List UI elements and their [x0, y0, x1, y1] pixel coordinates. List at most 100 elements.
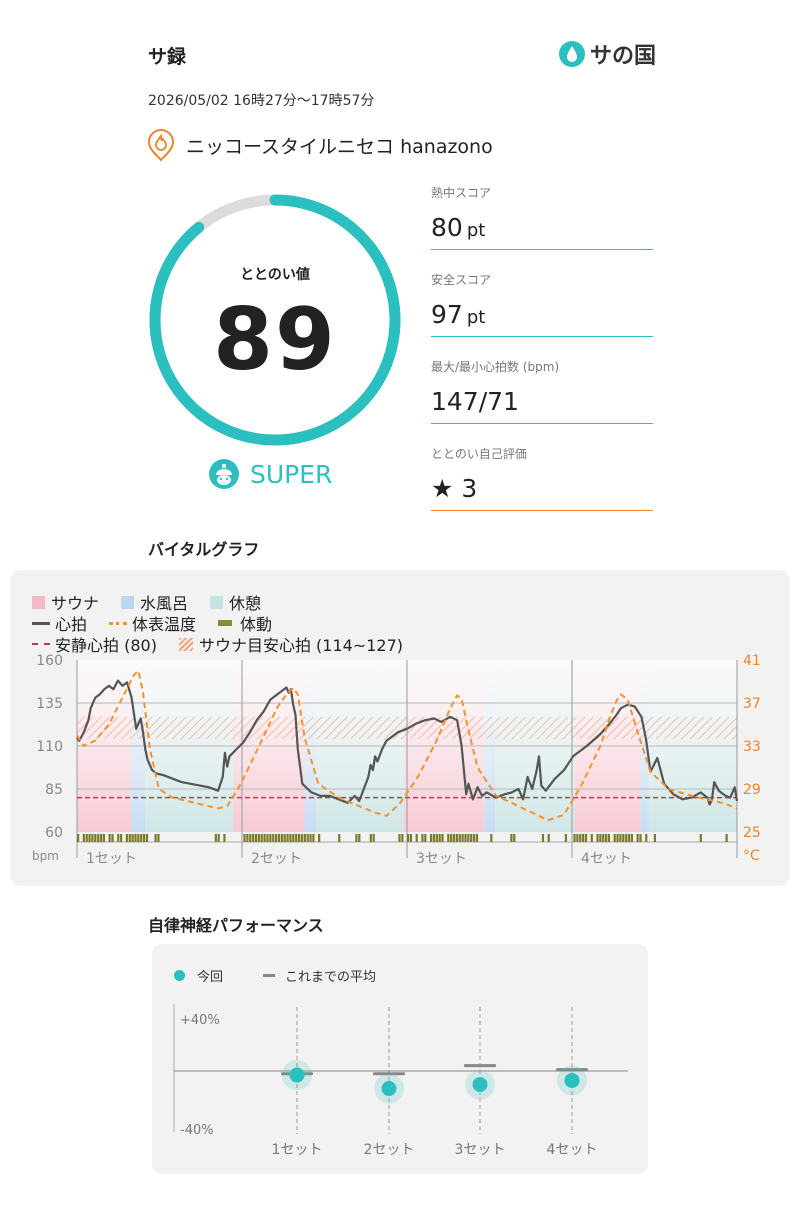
motion-mark [283, 834, 286, 842]
y-tick-label: 135 [36, 696, 63, 712]
motion-mark [573, 834, 576, 842]
y2-tick-label: 41 [743, 653, 761, 669]
motion-mark [292, 834, 295, 842]
vital-graph-card: サウナ 水風呂 休憩 心拍 体表温度 体動 安静心拍 (80) サウナ目安心拍 … [10, 570, 790, 886]
motion-mark [286, 834, 289, 842]
motion-mark [473, 834, 476, 842]
motion-mark [616, 834, 619, 842]
metric-safety-score: 安全スコア 97 pt [431, 271, 653, 337]
motion-mark [645, 834, 648, 842]
metric-label: 安全スコア [431, 273, 492, 287]
motion-mark [318, 834, 321, 842]
ans-card: 今回 これまでの平均 +40% -40% 1セット 2セット 3セット 4セット [152, 944, 648, 1174]
motion-mark [605, 834, 608, 842]
motion-mark [450, 834, 453, 842]
set-label: 3セット [416, 851, 467, 867]
app-logo: サの国 [558, 38, 656, 70]
average-marker [464, 1064, 496, 1068]
motion-mark [143, 834, 146, 842]
motion-mark [131, 834, 134, 842]
motion-mark [297, 834, 301, 842]
motion-mark [447, 834, 450, 842]
motion-mark [435, 834, 438, 842]
legend-cold-bath: 水風呂 [121, 590, 188, 614]
totonoi-label: ととのい値 [240, 267, 310, 283]
y2-tick-label: 37 [743, 696, 761, 712]
motion-mark [401, 834, 404, 842]
motion-mark [627, 834, 631, 842]
motion-mark [398, 834, 401, 842]
motion-mark [117, 834, 120, 842]
motion-mark [461, 834, 464, 842]
motion-mark [415, 834, 418, 842]
metric-value: 97 [431, 300, 463, 329]
motion-mark [108, 834, 111, 842]
y-tick-label: 160 [36, 653, 63, 669]
motion-mark [599, 834, 602, 842]
metric-label: 熱中スコア [431, 186, 492, 200]
motion-mark [725, 834, 728, 842]
motion-mark [432, 834, 436, 842]
totonoi-ring [145, 190, 405, 450]
motion-mark [475, 834, 479, 842]
y-tick-label: 85 [45, 782, 63, 798]
motion-mark [564, 834, 568, 842]
motion-mark [602, 834, 605, 842]
motion-mark [300, 834, 304, 842]
motion-mark [458, 834, 461, 842]
motion-mark [289, 834, 292, 842]
motion-mark [309, 834, 312, 842]
motion-mark [470, 834, 473, 842]
motion-mark [369, 834, 372, 842]
y-axis-unit: bpm [32, 849, 59, 863]
y-tick-label: 60 [45, 825, 63, 841]
motion-mark [128, 834, 131, 842]
motion-mark [91, 834, 94, 842]
current-point [564, 1072, 580, 1088]
current-point [289, 1067, 305, 1083]
motion-mark [243, 834, 246, 842]
motion-mark [134, 834, 137, 842]
motion-mark [77, 834, 80, 842]
motion-mark [102, 834, 106, 842]
current-point [381, 1081, 397, 1097]
motion-mark [137, 834, 140, 842]
legend-target-hr: サウナ目安心拍 (114~127) [178, 632, 403, 656]
facility[interactable]: ニッコースタイルニセコ hanazono [146, 128, 493, 162]
motion-mark [88, 834, 91, 842]
legend-current-dot [174, 970, 185, 981]
totonoi-progress-arc [149, 194, 401, 446]
motion-mark [622, 834, 625, 842]
motion-mark [409, 834, 413, 842]
category-label: 2セット [364, 1142, 415, 1158]
body-motion-marks [77, 834, 728, 842]
metric-label: 最大/最小心拍数 (bpm) [431, 360, 560, 374]
motion-mark [85, 834, 88, 842]
motion-mark [257, 834, 260, 842]
motion-mark [269, 834, 272, 842]
motion-mark [280, 834, 283, 842]
motion-mark [467, 834, 470, 842]
metric-self-rating[interactable]: ととのい自己評価 ★ 3 [431, 445, 653, 511]
motion-mark [214, 834, 217, 842]
motion-mark [699, 834, 702, 842]
metric-unit: pt [466, 220, 486, 241]
motion-mark [145, 834, 149, 842]
y2-tick-label: 33 [743, 739, 761, 755]
motion-mark [252, 834, 255, 842]
motion-mark [303, 834, 306, 842]
motion-mark [99, 834, 103, 842]
motion-mark [547, 834, 550, 842]
motion-mark [407, 834, 410, 842]
rank-badge: SUPER [208, 458, 332, 490]
vital-graph-title: バイタルグラフ [148, 540, 260, 559]
category-label: 1セット [272, 1142, 323, 1158]
motion-mark [295, 834, 298, 842]
skin-temp-line [76, 669, 738, 822]
motion-mark [157, 834, 160, 842]
session-datetime: 2026/05/02 16時27分〜17時57分 [148, 93, 375, 109]
y-tick-label: 110 [36, 739, 63, 755]
metric-value: 80 [431, 213, 463, 242]
motion-mark [254, 834, 258, 842]
ans-title: 自律神経パフォーマンス [148, 916, 324, 935]
